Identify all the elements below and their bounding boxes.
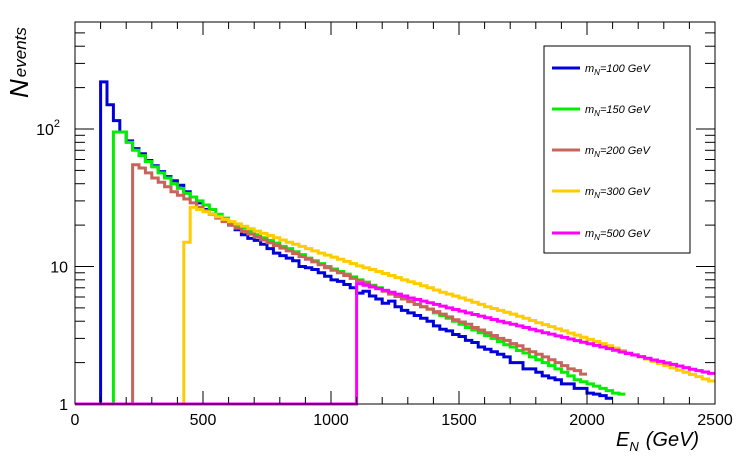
series-layer <box>75 80 715 406</box>
legend-label-3: mN=200 GeV <box>585 145 651 159</box>
legend-entries: mN=100 GeV mN=150 GeV mN=200 GeV mN=300 GeV… <box>552 63 651 242</box>
x-tick-label: 500 <box>190 412 217 429</box>
legend-label-4: mN=300 GeV <box>585 186 651 200</box>
legend-label-2: mN=150 GeV <box>585 104 651 118</box>
x-tick-label: 2000 <box>569 412 605 429</box>
legend-label-5: mN=500 GeV <box>585 228 651 242</box>
series-line-5 <box>75 282 715 406</box>
y-tick-label: 10 <box>50 259 68 276</box>
x-tick-label: 0 <box>71 412 80 429</box>
legend-label-1: mN=100 GeV <box>585 63 651 77</box>
y-tick-label: 102 <box>36 118 60 139</box>
tick-layer: 0 500 1000 1500 2000 2500 1 10 102 <box>36 21 733 429</box>
y-tick-label: 1 <box>59 397 68 414</box>
plot-frame <box>74 21 716 405</box>
legend: mN=100 GeV mN=150 GeV mN=200 GeV mN=300 GeV… <box>543 45 691 254</box>
x-axis-title: EN (GeV) <box>616 429 699 454</box>
x-tick-label: 1000 <box>313 412 349 429</box>
x-tick-label: 1500 <box>441 412 477 429</box>
y-axis-title: Nevents <box>4 27 34 98</box>
series-line-2 <box>75 130 626 406</box>
x-tick-label: 2500 <box>697 412 733 429</box>
